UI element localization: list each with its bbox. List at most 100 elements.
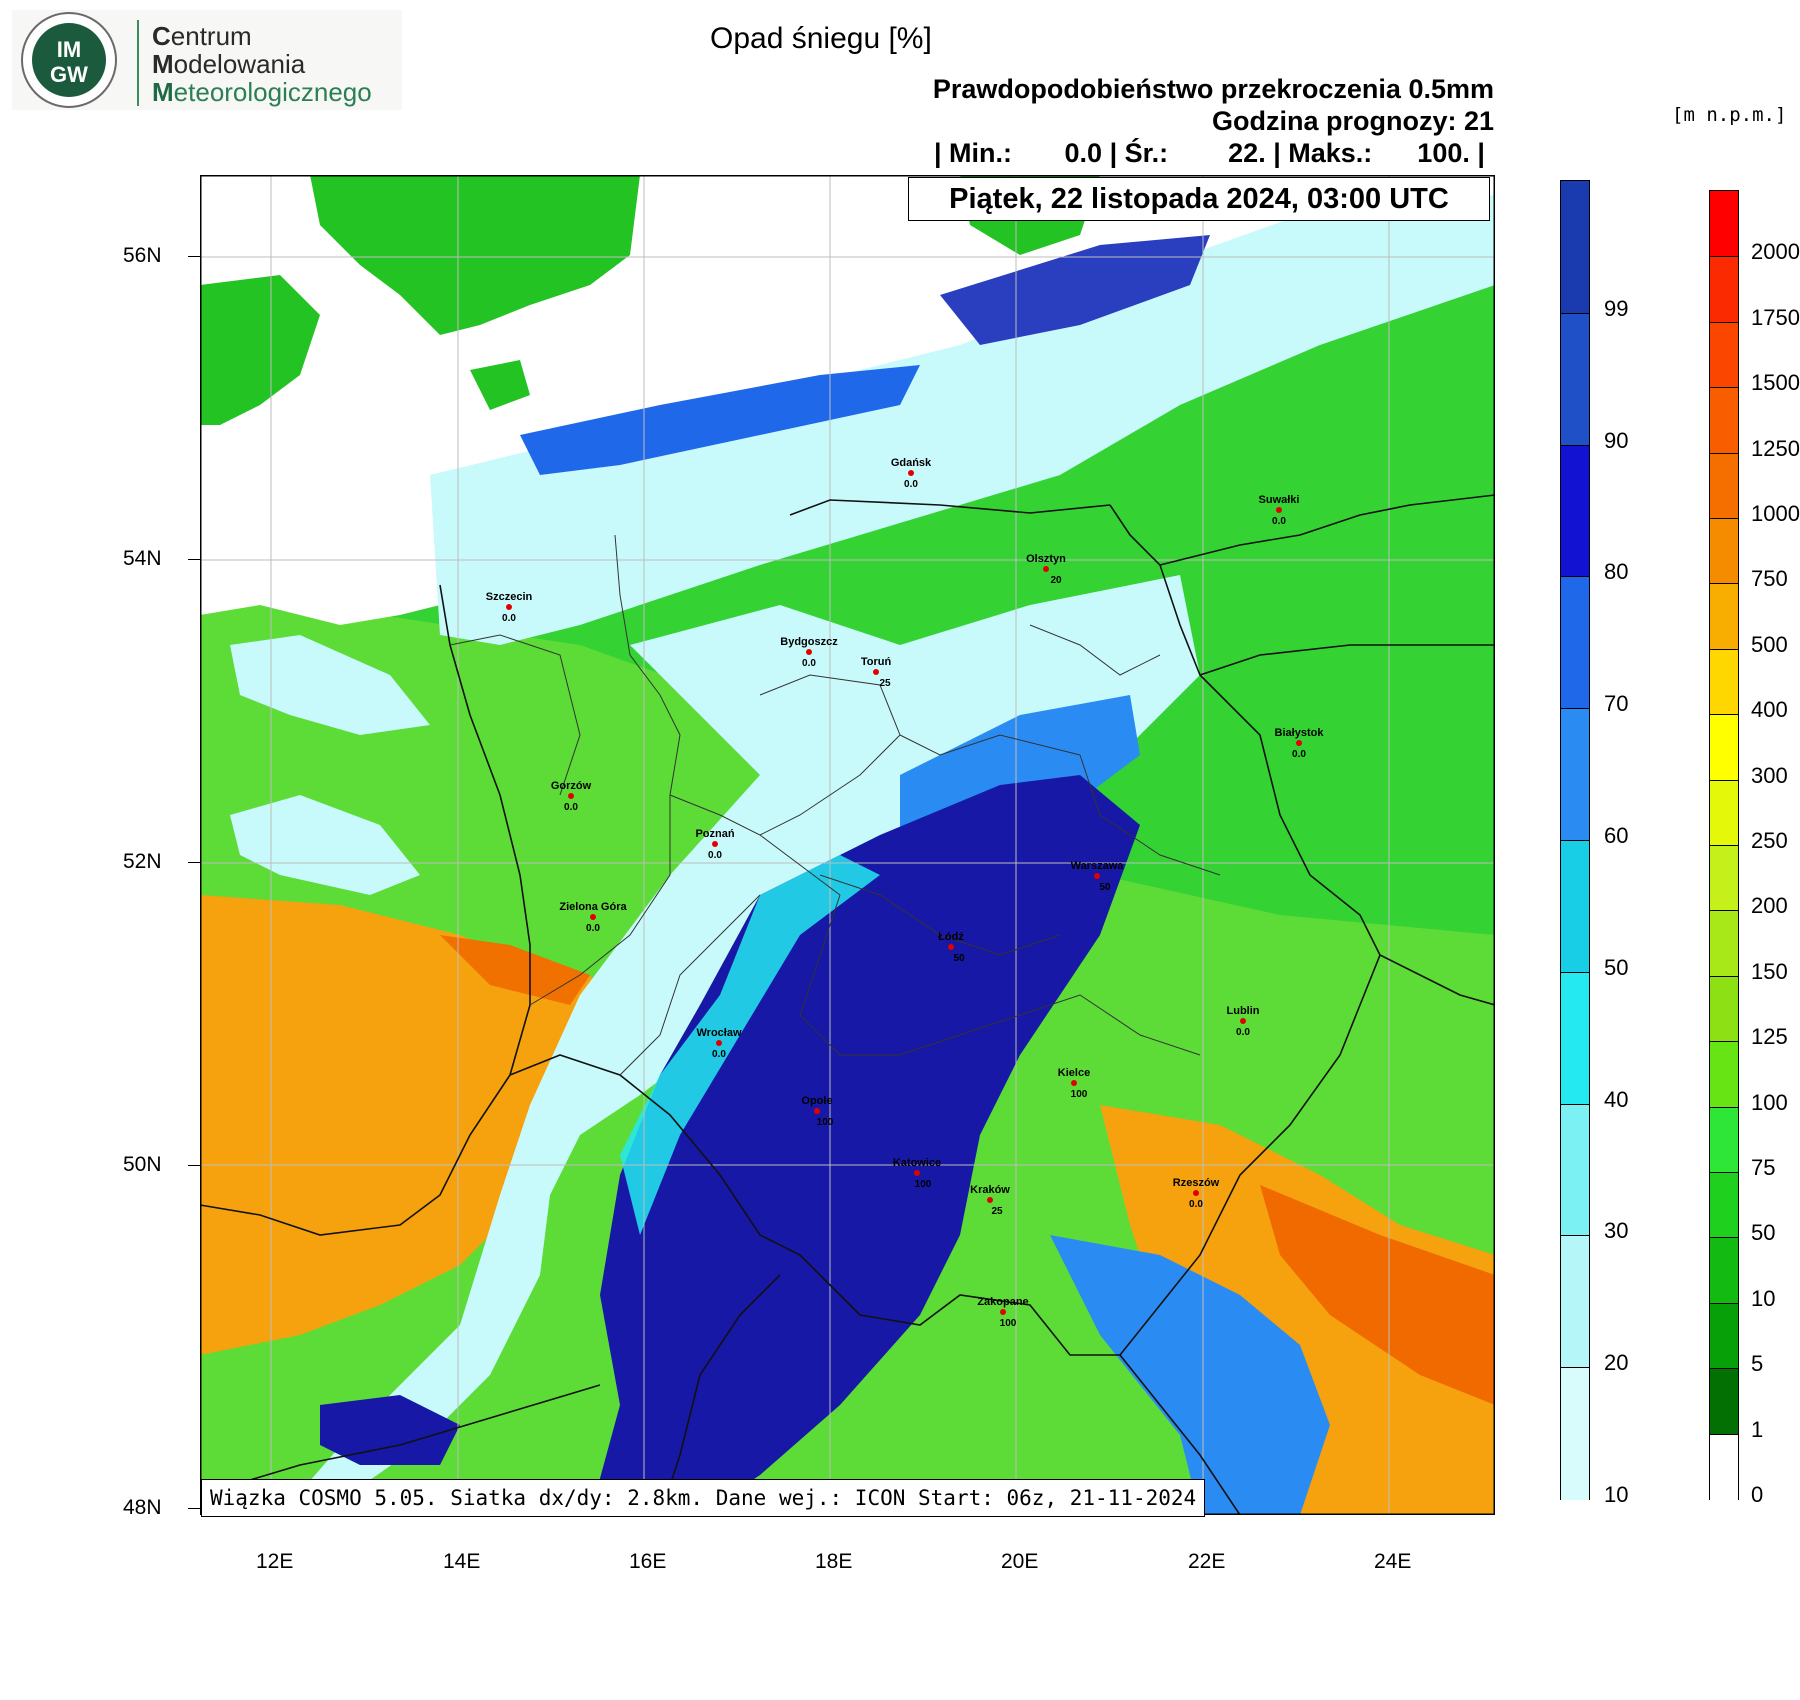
colorbar-segment: [1710, 191, 1738, 257]
city-label: Rzeszów: [1173, 1177, 1220, 1189]
city-label: Lublin: [1227, 1005, 1260, 1017]
colorbar-segment: [1710, 321, 1738, 389]
colorbar-label: 10: [1604, 1482, 1629, 1507]
colorbar-label: 99: [1604, 295, 1629, 321]
logo-line-3: Meteorologicznego: [152, 77, 372, 107]
city-value: 100: [1071, 1089, 1088, 1100]
map-title: Opad śniegu [%]: [710, 22, 932, 55]
city-label: Bydgoszcz: [780, 636, 838, 648]
lat-label: 54N: [123, 547, 162, 570]
colorbar-segment: [1561, 444, 1589, 578]
colorbar-segment: [1561, 1235, 1589, 1369]
snow-prob-core-ne: [940, 235, 1210, 345]
colorbar-label: 150: [1751, 958, 1788, 984]
forecast-hour: Godzina prognozy: 21: [1211, 106, 1494, 136]
colorbar-segment: [1561, 312, 1589, 447]
snow-probability-colorbar: [1560, 180, 1590, 1501]
city-poznan: Poznań 0.0: [695, 828, 734, 861]
lat-tick-mark: [188, 1508, 200, 1509]
colorbar-label: 250: [1751, 828, 1788, 853]
city-value: 0.0: [712, 1049, 726, 1060]
lat-tick-mark: [188, 1165, 200, 1166]
city-label: Gdańsk: [891, 457, 932, 469]
city-wroclaw: Wrocław 0.0: [696, 1027, 741, 1060]
imgw-badge-icon: IM GW: [21, 12, 117, 108]
imgw-logo: IM GW Centrum Modelowania Meteorologiczn…: [12, 10, 402, 110]
colorbar-label: 100: [1751, 1089, 1788, 1115]
snow-prob-carpathian: [1050, 1235, 1330, 1515]
colorbar-segment: [1710, 452, 1738, 520]
elevation-unit: [m n.p.m.]: [1672, 104, 1787, 126]
city-label: Kraków: [970, 1184, 1010, 1196]
snow-prob-band-north: [430, 195, 1495, 645]
colorbar-segment: [1561, 1103, 1589, 1237]
colorbar-segment: [1710, 910, 1738, 978]
colorbar-label: 20: [1604, 1350, 1629, 1376]
logo-line-2: Modelowania: [152, 49, 306, 79]
city-kielce: Kielce 100: [1058, 1067, 1090, 1100]
snow-prob-west-2: [230, 795, 420, 895]
colorbar-label: 500: [1751, 631, 1788, 657]
city-value: 100: [915, 1179, 932, 1190]
city-value: 25: [879, 678, 891, 689]
city-bialystok: Białystok 0.0: [1275, 727, 1325, 760]
logo-line-1: Centrum: [152, 21, 252, 51]
city-label: Suwałki: [1259, 494, 1300, 506]
model-info-footer: Wiązka COSMO 5.05. Siatka dx/dy: 2.8km. …: [201, 1479, 1206, 1517]
city-label: Olsztyn: [1026, 553, 1066, 565]
bohemia-elevation: [200, 895, 620, 1355]
colorbar-segment: [1710, 1237, 1738, 1305]
snow-prob-west-1: [230, 635, 430, 735]
snow-prob-max-area: [590, 775, 1140, 1515]
carpathians-ridge: [1260, 1185, 1495, 1405]
colorbar-label: 60: [1604, 823, 1629, 848]
elevation-colorbar: [1709, 190, 1739, 1501]
city-olsztyn: Olsztyn 20: [1026, 553, 1066, 586]
colorbar-label: 80: [1604, 559, 1629, 585]
voivodeship-borders: [449, 534, 1221, 1076]
colorbar-segment: [1561, 181, 1589, 314]
colorbar-segment: [1561, 971, 1589, 1106]
city-label: Opole: [801, 1095, 832, 1107]
city-value: 0.0: [1272, 516, 1286, 527]
colorbar-label: 300: [1751, 762, 1788, 788]
lon-label: 18E: [815, 1550, 853, 1573]
lat-label: 50N: [123, 1153, 162, 1176]
city-katowice: Katowice 100: [893, 1157, 941, 1190]
city-krakow: Kraków 25: [970, 1184, 1010, 1217]
city-label: Toruń: [861, 656, 892, 668]
graticule: [200, 175, 1495, 1515]
city-gorzow: Gorzów 0.0: [551, 780, 592, 813]
colorbar-segment: [1710, 583, 1738, 651]
colorbar-segment: [1710, 975, 1738, 1043]
colorbar-segment: [1710, 845, 1738, 912]
lon-label: 22E: [1188, 1550, 1226, 1573]
colorbar-label: 40: [1604, 1086, 1629, 1112]
colorbar-segment: [1561, 840, 1589, 974]
colorbar-segment: [1710, 648, 1738, 716]
colorbar-label: 1: [1751, 1416, 1764, 1442]
lon-label: 14E: [443, 1550, 481, 1573]
city-label: Wrocław: [696, 1027, 741, 1039]
colorbar-segment: [1710, 1368, 1738, 1436]
colorbar-label: 1000: [1751, 501, 1800, 526]
colorbar-label: 30: [1604, 1218, 1629, 1244]
city-label: Gorzów: [551, 780, 592, 792]
city-value: 100: [1000, 1318, 1017, 1329]
badge-bottom-text: GW: [50, 62, 88, 87]
lat-label: 56N: [123, 244, 162, 267]
city-zielona-gora: Zielona Góra 0.0: [559, 901, 627, 934]
colorbar-label: 5: [1751, 1351, 1764, 1377]
lon-label: 24E: [1374, 1550, 1412, 1573]
city-torun: Toruń 25: [861, 656, 892, 689]
sudetes-elevation: [440, 935, 590, 1005]
colorbar-label: 0: [1751, 1482, 1764, 1507]
forecast-map: Gdańsk 0.0 Suwałki 0.0 Olsztyn 20 Szczecin 0…: [200, 175, 1495, 1515]
lat-label: 52N: [123, 850, 162, 873]
city-label: Białystok: [1275, 727, 1325, 739]
city-value: 0.0: [708, 850, 722, 861]
city-value: 0.0: [502, 613, 516, 624]
colorbar-label: 75: [1751, 1155, 1776, 1180]
colorbar-segment: [1710, 387, 1738, 455]
city-warszawa: Warszawa 50: [1071, 860, 1125, 893]
